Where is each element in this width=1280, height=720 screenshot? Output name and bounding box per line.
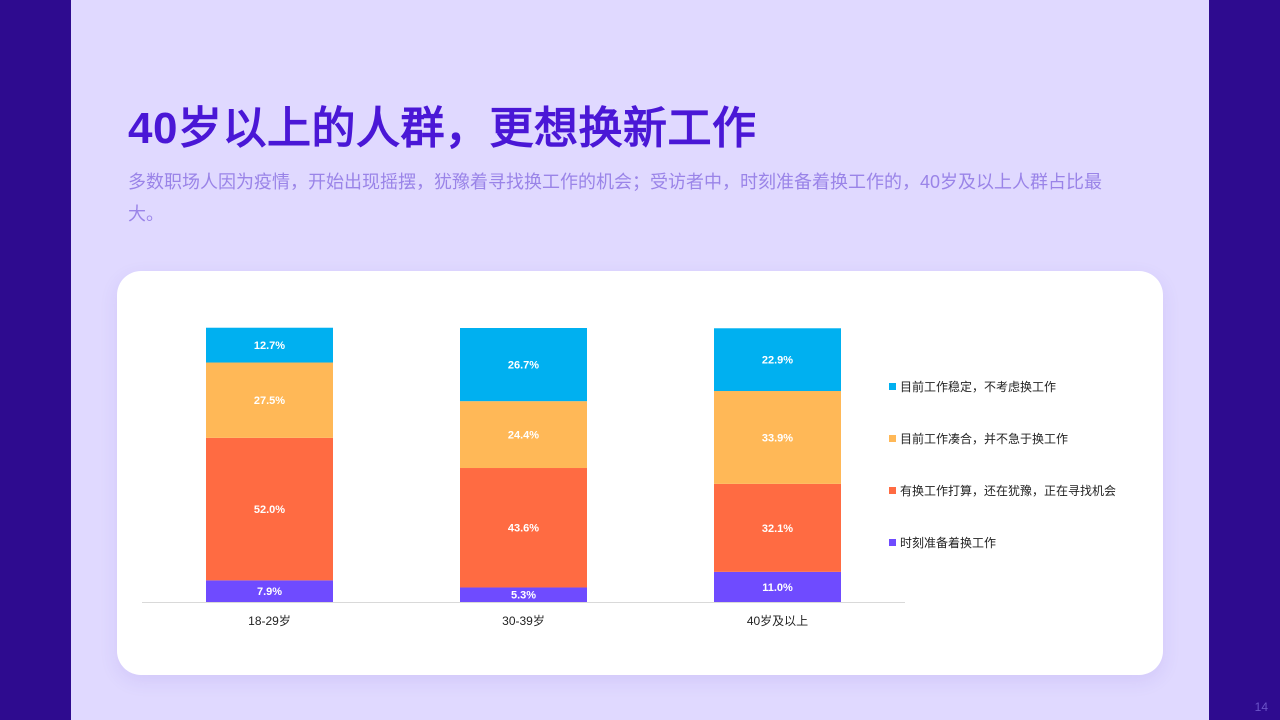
data-label: 43.6%: [508, 523, 539, 535]
bar-segment-30-39-s1: [460, 468, 587, 588]
page-subtitle: 多数职场人因为疫情，开始出现摇摆，犹豫着寻找换工作的机会；受访者中，时刻准备着换…: [128, 172, 1103, 224]
bar-segment-40-s3: [714, 328, 841, 392]
bar-segment-18-29-s2: [206, 362, 333, 438]
bar-segment-40-s2: [714, 391, 841, 484]
bar-segment-30-39-s2: [460, 401, 587, 469]
x-tick-label: 40岁及以上: [747, 613, 808, 628]
data-label: 33.9%: [762, 432, 793, 444]
bar-segment-18-29-s0: [206, 580, 333, 602]
chart-card: 7.9% 52.0% 27.5% 12.7% 18-29岁 5.3% 43.6% 24.4% 2…: [117, 271, 1163, 675]
bar-segment-30-39-s3: [460, 328, 587, 402]
data-label: 24.4%: [508, 430, 539, 442]
page-title: 40岁以上的人群，更想换新工作: [128, 104, 757, 153]
x-tick-label: 18-29岁: [248, 613, 291, 628]
data-label: 5.3%: [511, 590, 536, 602]
legend-swatch: [889, 435, 896, 442]
bar-segment-40-s1: [714, 483, 841, 572]
x-tick-label: 30-39岁: [502, 613, 545, 628]
legend-entry: 时刻准备着换工作: [900, 535, 996, 550]
stacked-bar-chart: 7.9% 52.0% 27.5% 12.7% 18-29岁 5.3% 43.6% 24.4% 2…: [142, 327, 1116, 628]
data-label: 52.0%: [254, 504, 285, 516]
data-label: 22.9%: [762, 355, 793, 367]
bar-segment-30-39-s0: [460, 587, 587, 602]
legend-swatch: [889, 539, 896, 546]
data-label: 27.5%: [254, 395, 285, 407]
page-number: 14: [1254, 700, 1268, 714]
bar-segment-18-29-s3: [206, 327, 333, 363]
data-label: 26.7%: [508, 360, 539, 372]
legend-entry: 目前工作稳定，不考虑换工作: [900, 379, 1056, 394]
slide: 40岁以上的人群，更想换新工作 多数职场人因为疫情，开始出现摇摆，犹豫着寻找换工…: [71, 0, 1209, 720]
bar-segment-40-s0: [714, 571, 841, 602]
legend-entry: 有换工作打算，还在犹豫，正在寻找机会: [900, 483, 1116, 498]
data-label: 12.7%: [254, 340, 285, 352]
data-label: 11.0%: [762, 582, 793, 594]
legend-swatch: [889, 383, 896, 390]
bar-segment-18-29-s1: [206, 437, 333, 581]
data-label: 7.9%: [257, 586, 282, 598]
legend-entry: 目前工作凑合，并不急于换工作: [900, 431, 1068, 446]
data-label: 32.1%: [762, 523, 793, 535]
legend-swatch: [889, 487, 896, 494]
